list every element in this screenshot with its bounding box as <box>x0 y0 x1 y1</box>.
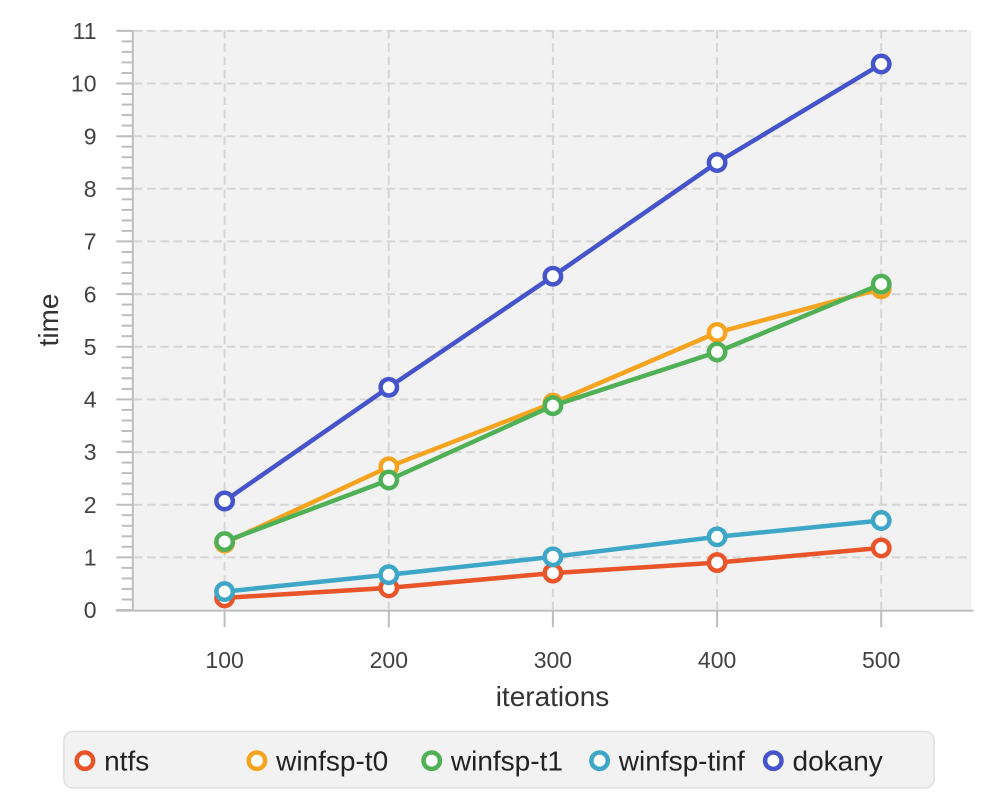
svg-text:400: 400 <box>698 647 736 673</box>
svg-text:100: 100 <box>205 647 243 673</box>
svg-text:1: 1 <box>84 545 97 571</box>
svg-text:winfsp-t0: winfsp-t0 <box>275 746 388 777</box>
svg-text:0: 0 <box>84 597 97 623</box>
svg-text:3: 3 <box>84 439 97 465</box>
svg-text:7: 7 <box>84 229 97 255</box>
svg-text:winfsp-tinf: winfsp-tinf <box>618 746 745 777</box>
svg-text:ntfs: ntfs <box>104 746 149 777</box>
svg-text:winfsp-t1: winfsp-t1 <box>450 746 563 777</box>
svg-text:time: time <box>33 294 64 347</box>
svg-text:6: 6 <box>84 281 97 307</box>
svg-text:9: 9 <box>84 123 97 149</box>
svg-text:500: 500 <box>862 647 900 673</box>
svg-text:10: 10 <box>71 71 97 97</box>
svg-text:11: 11 <box>73 18 97 44</box>
svg-text:5: 5 <box>84 334 97 360</box>
svg-text:4: 4 <box>84 387 97 413</box>
svg-text:200: 200 <box>370 647 408 673</box>
svg-text:dokany: dokany <box>793 746 883 777</box>
svg-text:300: 300 <box>534 647 572 673</box>
svg-text:8: 8 <box>84 176 97 202</box>
svg-text:iterations: iterations <box>496 681 610 712</box>
svg-text:2: 2 <box>84 492 97 518</box>
